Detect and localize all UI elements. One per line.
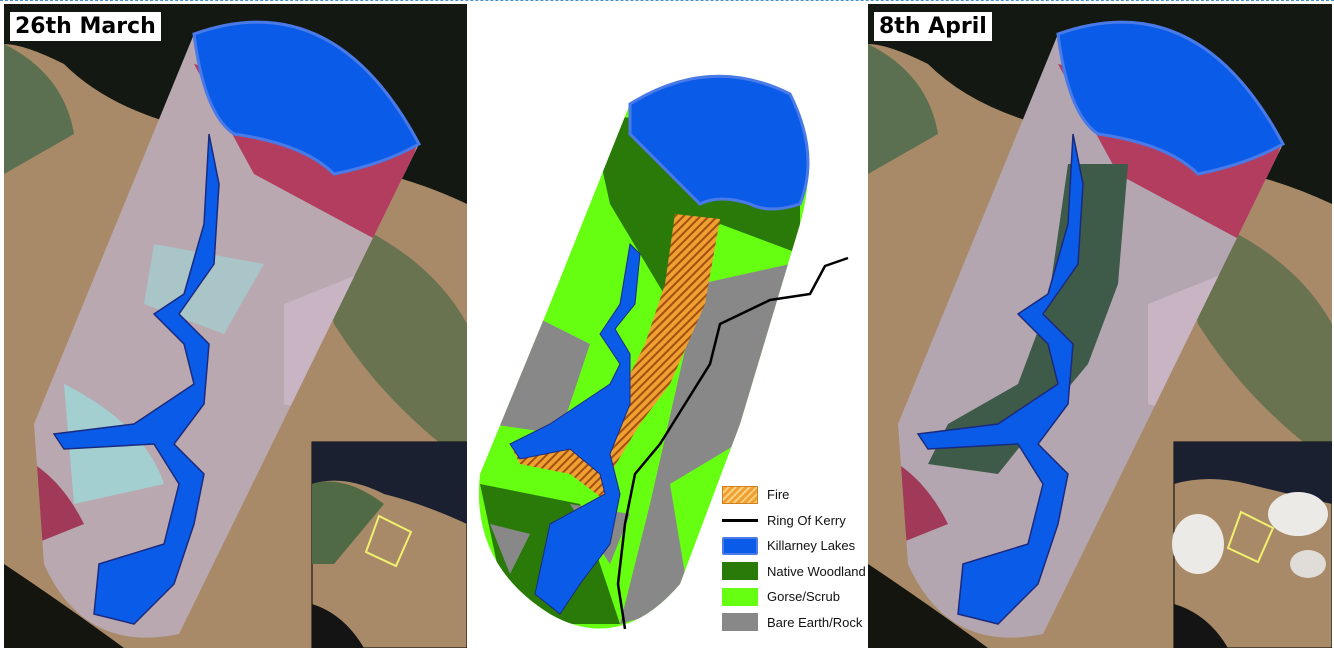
legend-label: Gorse/Scrub — [767, 589, 840, 605]
fire-swatch — [722, 485, 758, 504]
legend-item-fire: Fire — [722, 482, 866, 508]
gorse-swatch — [722, 587, 758, 606]
woodland-swatch — [722, 562, 758, 581]
legend-label: Bare Earth/Rock — [767, 614, 863, 630]
legend-label: Fire — [767, 487, 790, 503]
road-line-swatch — [722, 518, 758, 522]
legend-item-killarney-lakes: Killarney Lakes — [722, 533, 866, 559]
bare-earth-swatch — [722, 613, 758, 632]
legend-item-gorse-scrub: Gorse/Scrub — [722, 584, 866, 610]
legend-item-native-woodland: Native Woodland — [722, 559, 866, 585]
legend-label: Killarney Lakes — [767, 538, 856, 554]
legend-label: Ring Of Kerry — [767, 512, 846, 528]
lake-swatch — [722, 536, 758, 555]
satellite-image-after: 8th April — [868, 4, 1332, 648]
inset-map — [311, 441, 467, 648]
legend-item-bare-earth: Bare Earth/Rock — [722, 610, 866, 636]
date-label-before: 26th March — [10, 12, 161, 41]
selection-border — [0, 0, 1334, 1]
legend-label: Native Woodland — [767, 563, 866, 579]
satellite-image-before: 26th March — [4, 4, 467, 648]
date-label-after: 8th April — [874, 12, 992, 41]
ring-of-kerry-road — [616, 256, 849, 630]
inset-map — [1172, 441, 1332, 648]
legend-item-ring-of-kerry: Ring Of Kerry — [722, 508, 866, 534]
land-cover-map — [470, 4, 865, 648]
map-legend: Fire Ring Of Kerry Killarney Lakes Nativ… — [722, 482, 866, 635]
